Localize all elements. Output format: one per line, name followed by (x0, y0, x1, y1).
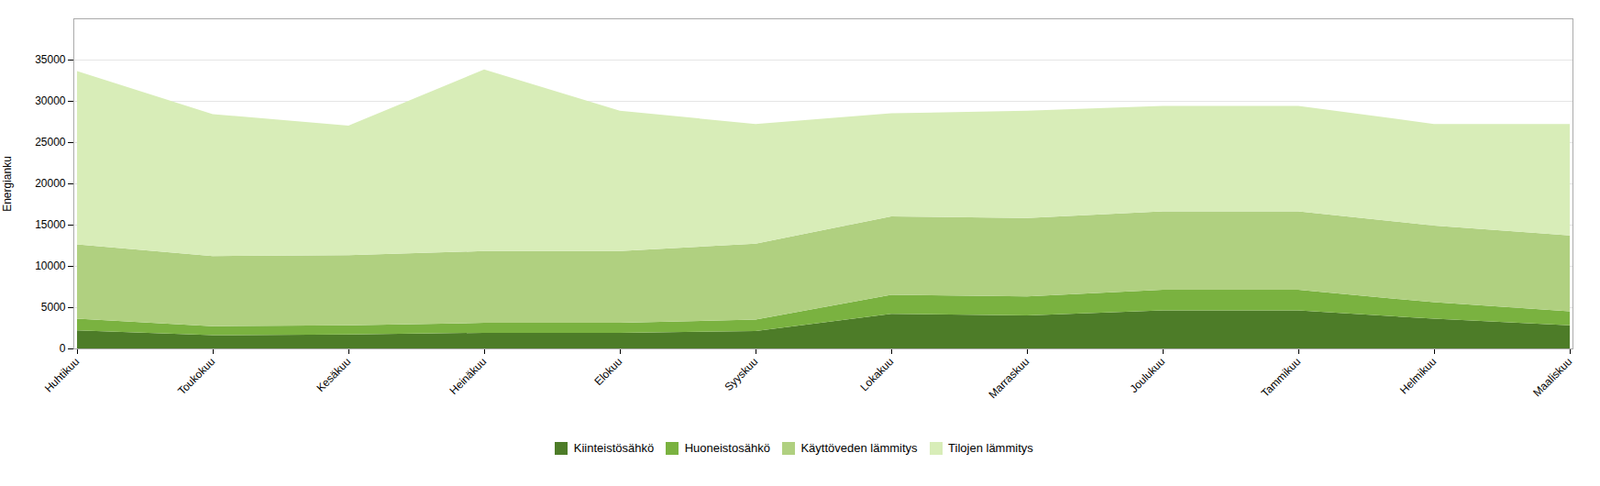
svg-text:Helmikuu: Helmikuu (1397, 354, 1439, 397)
svg-text:5000: 5000 (41, 300, 67, 314)
html-text:Käyttöveden lämmitys: Käyttöveden lämmitys (800, 441, 918, 455)
svg-text:15000: 15000 (34, 218, 67, 232)
svg-text:Syyskuu: Syyskuu (721, 354, 761, 394)
svg-text:Heinäkuu: Heinäkuu (447, 354, 490, 398)
html-text:Huoneistosähkö: Huoneistosähkö (684, 441, 771, 455)
svg-text:Joulukuu: Joulukuu (1126, 354, 1168, 396)
svg-text:30000: 30000 (34, 94, 67, 108)
svg-text:Energianku: Energianku (0, 155, 14, 212)
svg-text:20000: 20000 (34, 176, 67, 190)
svg-text:35000: 35000 (34, 53, 67, 67)
svg-text:Maaliskuu: Maaliskuu (1530, 354, 1575, 399)
svg-text:10000: 10000 (34, 259, 67, 273)
svg-text:25000: 25000 (34, 135, 67, 149)
svg-text:0: 0 (59, 342, 67, 355)
svg-text:Elokuu: Elokuu (591, 354, 625, 388)
html-text:Kiinteistösähkö: Kiinteistösähkö (573, 441, 654, 455)
svg-text:Lokakuu: Lokakuu (857, 354, 896, 394)
svg-text:Tammikuu: Tammikuu (1258, 354, 1304, 400)
svg-text:Kesäkuu: Kesäkuu (313, 354, 354, 395)
html-text:Tilojen lämmitys: Tilojen lämmitys (948, 441, 1034, 455)
svg-text:Marraskuu: Marraskuu (985, 354, 1032, 401)
svg-text:Huhtikuu: Huhtikuu (42, 354, 82, 395)
svg-text:Toukokuu: Toukokuu (175, 354, 218, 398)
